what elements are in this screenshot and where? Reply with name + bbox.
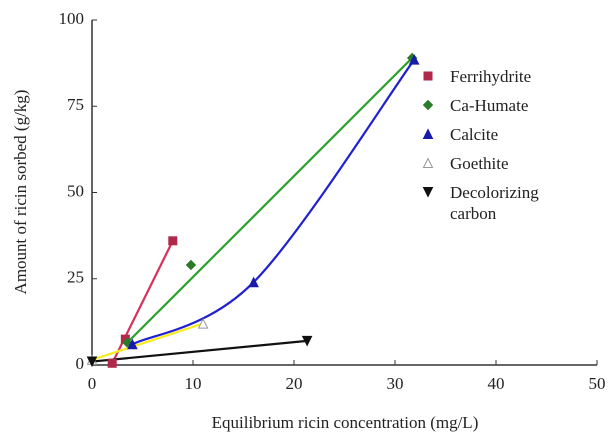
x-tick-label: 0 (88, 374, 97, 393)
data-point (120, 334, 130, 344)
data-point (107, 358, 117, 368)
data-point (86, 356, 98, 368)
data-point (127, 338, 138, 350)
legend-symbol (422, 128, 434, 139)
x-tick-label: 20 (286, 374, 303, 393)
fit-line (126, 57, 413, 344)
x-tick-label: 40 (488, 374, 505, 393)
x-tick-label: 30 (387, 374, 404, 393)
legend-marker (422, 157, 434, 168)
legend-item: Decolorizing carbon (422, 182, 570, 224)
data-point (301, 335, 313, 347)
legend-marker (423, 71, 433, 81)
y-axis-label: Amount of ricin sorbed (g/kg) (11, 90, 30, 295)
fit-line (91, 339, 308, 363)
x-tick-label: 50 (589, 374, 606, 393)
legend-item: Ferrihydrite (422, 66, 570, 87)
legend-item: Calcite (422, 124, 570, 145)
legend-label: Ferrihydrite (450, 67, 532, 86)
legend-marker (422, 128, 434, 139)
legend-symbol (422, 157, 434, 168)
legend-marker (422, 187, 434, 198)
legend-label: Ca-Humate (450, 96, 529, 115)
legend-symbol (422, 99, 434, 111)
legend-symbol (423, 71, 433, 81)
legend-item: Goethite (422, 153, 570, 174)
y-tick-label: 0 (76, 354, 85, 373)
x-axis-label: Equilibrium ricin concentration (mg/L) (212, 413, 479, 432)
data-point (168, 236, 178, 246)
y-tick-label: 25 (67, 268, 84, 287)
y-tick-label: 75 (67, 95, 84, 114)
legend-label: Goethite (450, 154, 509, 173)
legend-label: Decolorizing carbon (450, 183, 539, 223)
fit-line (131, 59, 416, 346)
legend-symbol (422, 187, 434, 198)
y-tick-label: 100 (59, 9, 85, 28)
fit-line (111, 240, 174, 364)
legend: Ferrihydrite Ca-Humate Calcite Goethite Deco… (422, 66, 602, 232)
data-point (408, 54, 420, 65)
data-point (248, 276, 259, 288)
data-point (197, 317, 209, 329)
legend-item: Ca-Humate (422, 95, 570, 116)
legend-label: Calcite (450, 125, 499, 144)
data-point (185, 259, 197, 271)
legend-marker (422, 99, 434, 111)
y-tick-label: 50 (67, 181, 84, 200)
x-tick-label: 10 (185, 374, 202, 393)
fit-line (91, 322, 204, 361)
data-point (122, 337, 133, 348)
